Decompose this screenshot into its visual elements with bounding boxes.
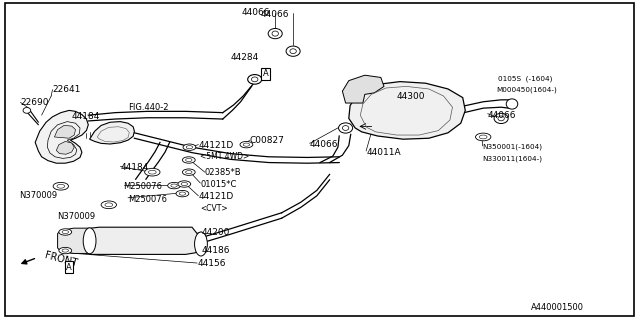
Text: 22690: 22690: [20, 98, 49, 107]
Text: 44300: 44300: [397, 92, 426, 100]
Text: 44184: 44184: [120, 163, 148, 172]
Text: 44186: 44186: [202, 246, 230, 255]
Text: M250076: M250076: [124, 182, 163, 191]
Circle shape: [105, 203, 113, 207]
Text: M000450(1604-): M000450(1604-): [497, 87, 557, 93]
Ellipse shape: [286, 46, 300, 56]
Ellipse shape: [494, 113, 508, 124]
Text: 02385*B: 02385*B: [205, 168, 241, 177]
Circle shape: [178, 181, 191, 187]
Text: 44011A: 44011A: [366, 148, 401, 156]
Text: A: A: [263, 69, 268, 78]
Text: 44066: 44066: [242, 8, 270, 17]
Circle shape: [62, 249, 68, 252]
Polygon shape: [342, 75, 384, 103]
Circle shape: [176, 190, 189, 197]
Circle shape: [243, 143, 250, 146]
Text: FIG.440-2: FIG.440-2: [128, 103, 168, 112]
Polygon shape: [90, 122, 134, 144]
Circle shape: [476, 133, 491, 141]
Circle shape: [183, 144, 196, 150]
Circle shape: [186, 171, 192, 174]
Text: N350001(-1604): N350001(-1604): [483, 144, 543, 150]
Ellipse shape: [83, 228, 96, 254]
Polygon shape: [56, 141, 74, 154]
Ellipse shape: [342, 126, 349, 131]
Text: A440001500: A440001500: [531, 303, 584, 312]
Ellipse shape: [272, 31, 278, 36]
Circle shape: [62, 230, 68, 234]
Text: 44066: 44066: [310, 140, 339, 149]
Circle shape: [101, 201, 116, 209]
Text: A: A: [67, 263, 72, 272]
Polygon shape: [349, 82, 465, 139]
Text: N370009: N370009: [58, 212, 96, 221]
Ellipse shape: [195, 232, 207, 256]
Circle shape: [240, 141, 253, 148]
Ellipse shape: [506, 99, 518, 109]
Text: N330011(1604-): N330011(1604-): [483, 155, 543, 162]
Circle shape: [145, 168, 160, 176]
Circle shape: [148, 170, 156, 174]
Text: 44200: 44200: [202, 228, 230, 237]
Text: <5MT 4WD>: <5MT 4WD>: [200, 152, 250, 161]
Polygon shape: [54, 125, 76, 138]
Text: 44066: 44066: [261, 10, 289, 19]
Polygon shape: [83, 227, 204, 254]
Text: FRONT: FRONT: [44, 250, 78, 268]
Ellipse shape: [290, 49, 296, 53]
Text: C00827: C00827: [250, 136, 284, 145]
Ellipse shape: [23, 108, 31, 113]
Text: 44066: 44066: [488, 111, 516, 120]
Ellipse shape: [268, 28, 282, 39]
Text: 44284: 44284: [230, 53, 259, 62]
Ellipse shape: [339, 123, 353, 133]
Text: 44121D: 44121D: [198, 141, 234, 150]
Circle shape: [182, 157, 195, 163]
Text: 01015*C: 01015*C: [200, 180, 237, 188]
Circle shape: [186, 158, 192, 162]
Circle shape: [59, 229, 72, 235]
Circle shape: [179, 192, 186, 195]
Text: 44121D: 44121D: [198, 192, 234, 201]
Circle shape: [171, 184, 177, 187]
Circle shape: [59, 247, 72, 254]
Circle shape: [479, 135, 487, 139]
Circle shape: [57, 184, 65, 188]
Text: <CVT>: <CVT>: [200, 204, 228, 213]
Text: 22641: 22641: [52, 85, 81, 94]
Text: M250076: M250076: [128, 195, 167, 204]
Polygon shape: [35, 110, 88, 163]
Circle shape: [181, 182, 188, 186]
Ellipse shape: [498, 116, 504, 121]
Ellipse shape: [248, 75, 262, 84]
Text: 44184: 44184: [72, 112, 100, 121]
Polygon shape: [58, 228, 90, 253]
Circle shape: [186, 146, 193, 149]
Text: N370009: N370009: [19, 191, 58, 200]
Circle shape: [168, 182, 180, 189]
Circle shape: [182, 169, 195, 175]
Text: 44156: 44156: [197, 260, 226, 268]
Circle shape: [53, 182, 68, 190]
Text: 0105S  (-1604): 0105S (-1604): [498, 75, 552, 82]
